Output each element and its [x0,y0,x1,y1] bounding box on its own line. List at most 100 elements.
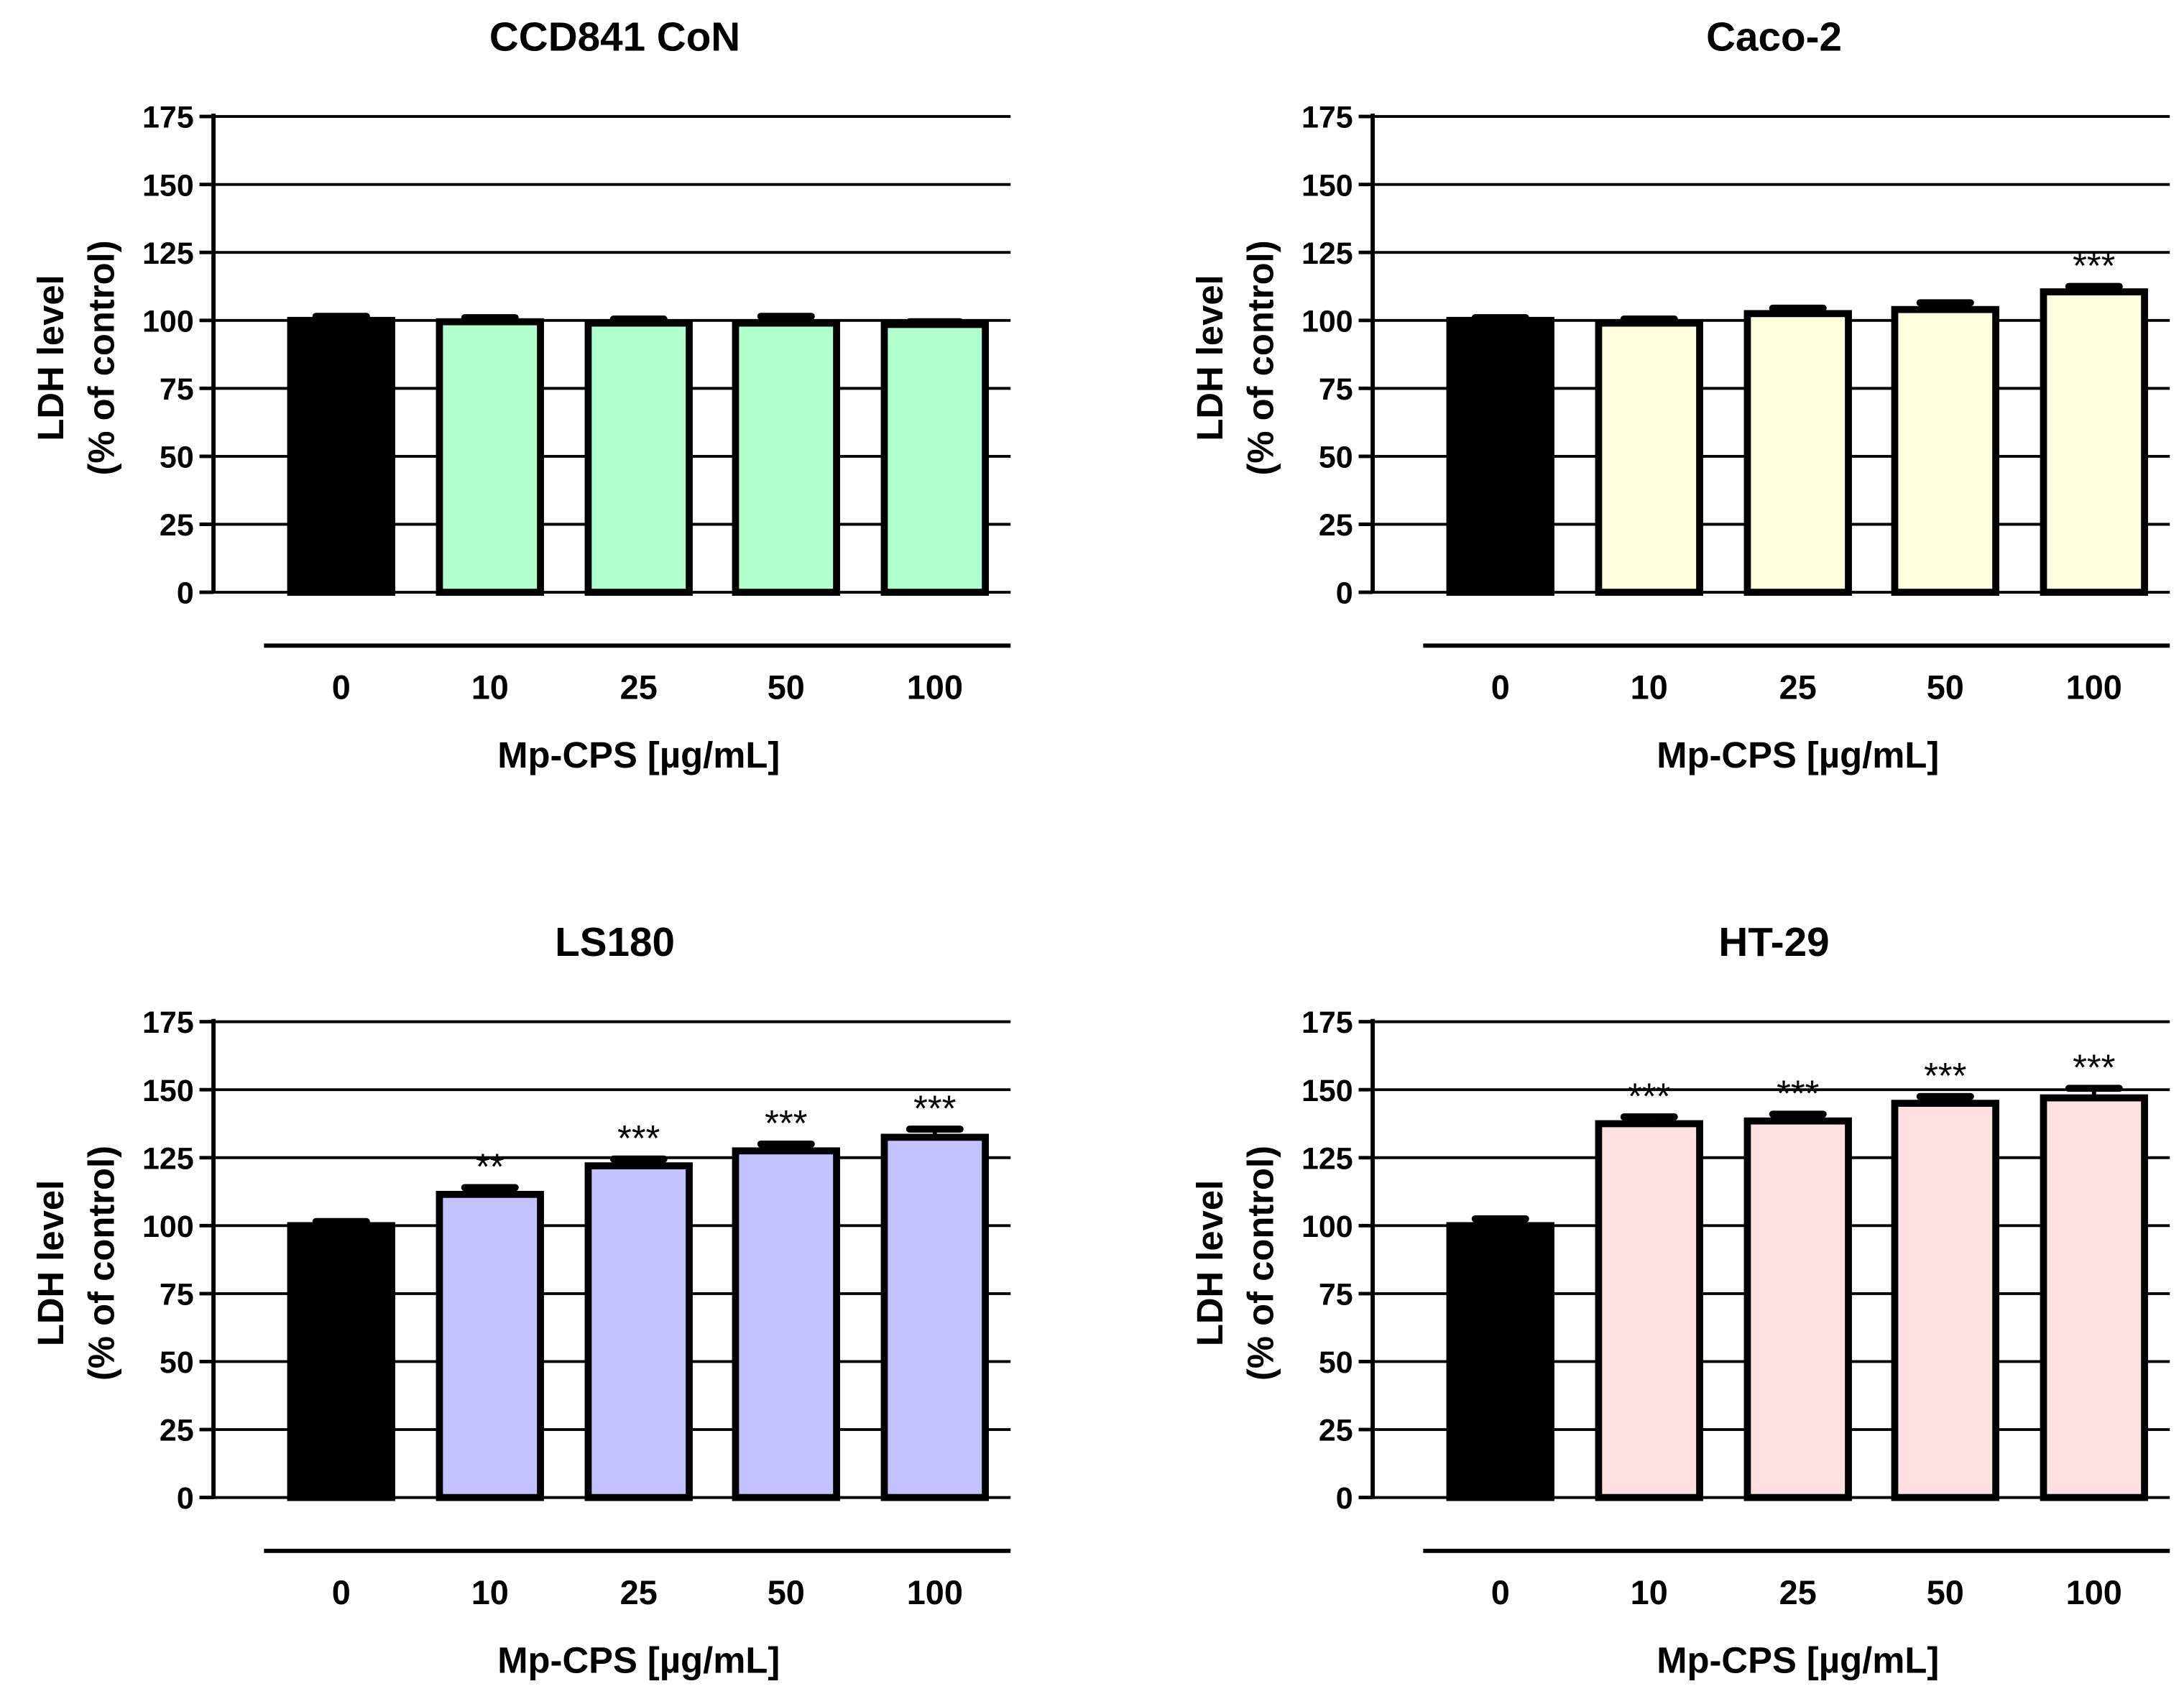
y-tick-label: 175 [1301,101,1353,135]
x-tick-label: 0 [332,1574,351,1611]
bar [880,321,989,596]
y-tick-label: 100 [142,304,194,339]
chart-panel: HT-29 0 25 50 75 100 125 150 175 LDH level (% of c… [1189,920,2170,1681]
bar [1891,1100,1999,1501]
x-axis-label: Mp-CPS [µg/mL] [1657,735,1939,775]
bar [436,1190,544,1501]
chart-title: LS180 [555,920,675,965]
x-tick-label: 50 [1927,1574,1964,1611]
significance-label: *** [1924,1055,1966,1096]
x-tick-label: 100 [907,668,963,706]
bar [584,1162,693,1501]
significance-label: *** [2073,1047,2115,1088]
bar [2040,288,2148,596]
significance-label: *** [1777,1073,1819,1114]
y-tick-label: 175 [1301,1005,1353,1040]
x-tick-label: 50 [768,1574,805,1611]
x-tick-label: 10 [1631,1574,1668,1611]
x-tick-label: 10 [471,1574,509,1611]
y-tick-label: 150 [142,1074,194,1108]
y-tick-label: 0 [1336,576,1353,611]
y-tick-label: 175 [142,101,194,135]
bar [880,1133,989,1501]
y-tick-label: 100 [1301,1210,1353,1244]
y-tick-label: 175 [142,1005,194,1040]
x-tick-label: 0 [1491,1574,1510,1611]
bar [1891,305,1999,596]
x-tick-label: 10 [1631,668,1668,706]
bar [436,318,544,596]
y-axis-label-line: LDH level [1189,275,1230,441]
y-tick-label: 125 [1301,1141,1353,1176]
y-tick-label: 100 [142,1210,194,1244]
x-axis-label: Mp-CPS [µg/mL] [497,735,780,775]
bar [1595,319,1703,596]
significance-label: ** [476,1146,504,1187]
x-axis-label: Mp-CPS [µg/mL] [497,1640,780,1681]
y-tick-label: 150 [1301,1074,1353,1108]
x-tick-label: 25 [1779,1574,1817,1611]
y-tick-label: 100 [1301,304,1353,339]
bar [2040,1094,2148,1501]
y-tick-label: 75 [160,372,194,407]
chart-title: CCD841 CoN [489,14,740,60]
x-tick-label: 0 [332,668,351,706]
bar [1595,1120,1703,1501]
x-tick-label: 25 [620,1574,658,1611]
bar [287,316,395,596]
y-tick-label: 25 [160,1414,194,1448]
y-tick-label: 50 [160,1345,194,1380]
bar [1743,310,1852,596]
y-axis-label-line: (% of control) [1240,240,1281,475]
chart-title: Caco-2 [1706,14,1842,60]
x-tick-label: 100 [2066,1574,2122,1611]
bar [732,1147,840,1501]
y-tick-label: 150 [142,168,194,203]
y-tick-label: 50 [160,441,194,475]
y-tick-label: 50 [1319,441,1353,475]
significance-label: *** [2073,245,2115,286]
y-tick-label: 125 [142,236,194,271]
significance-label: *** [913,1087,956,1128]
x-axis-label: Mp-CPS [µg/mL] [1657,1640,1939,1681]
y-tick-label: 50 [1319,1345,1353,1380]
significance-label: *** [1628,1075,1670,1116]
y-tick-label: 25 [1319,1414,1353,1448]
y-tick-label: 0 [177,576,194,611]
y-tick-label: 75 [1319,1278,1353,1312]
y-tick-label: 125 [142,1141,194,1176]
y-tick-label: 25 [1319,508,1353,543]
y-axis-label: LDH level (% of control) [30,1146,121,1381]
bar [287,1222,395,1501]
y-tick-label: 25 [160,508,194,543]
y-tick-label: 125 [1301,236,1353,271]
x-tick-label: 100 [2066,668,2122,706]
bar [1446,1222,1554,1501]
y-axis-label-line: LDH level [30,275,71,441]
y-tick-label: 150 [1301,168,1353,203]
y-axis-label: LDH level (% of control) [30,240,121,475]
y-axis-label-line: (% of control) [1240,1146,1281,1381]
significance-label: *** [765,1103,807,1143]
x-tick-label: 0 [1491,668,1510,706]
x-tick-label: 50 [1927,668,1964,706]
chart-title: HT-29 [1718,920,1829,965]
y-tick-label: 75 [160,1278,194,1312]
bar [1446,316,1554,596]
y-axis-label: LDH level (% of control) [1189,1146,1281,1381]
x-tick-label: 100 [907,1574,963,1611]
y-tick-label: 0 [177,1481,194,1516]
x-tick-label: 50 [768,668,805,706]
x-tick-label: 10 [471,668,509,706]
y-tick-label: 75 [1319,372,1353,407]
y-axis-label-line: (% of control) [80,240,121,475]
significance-label: *** [617,1118,660,1159]
y-axis-label-line: LDH level [1189,1180,1230,1346]
y-axis-label-line: LDH level [30,1180,71,1346]
y-axis-label: LDH level (% of control) [1189,240,1281,475]
x-tick-label: 25 [1779,668,1817,706]
